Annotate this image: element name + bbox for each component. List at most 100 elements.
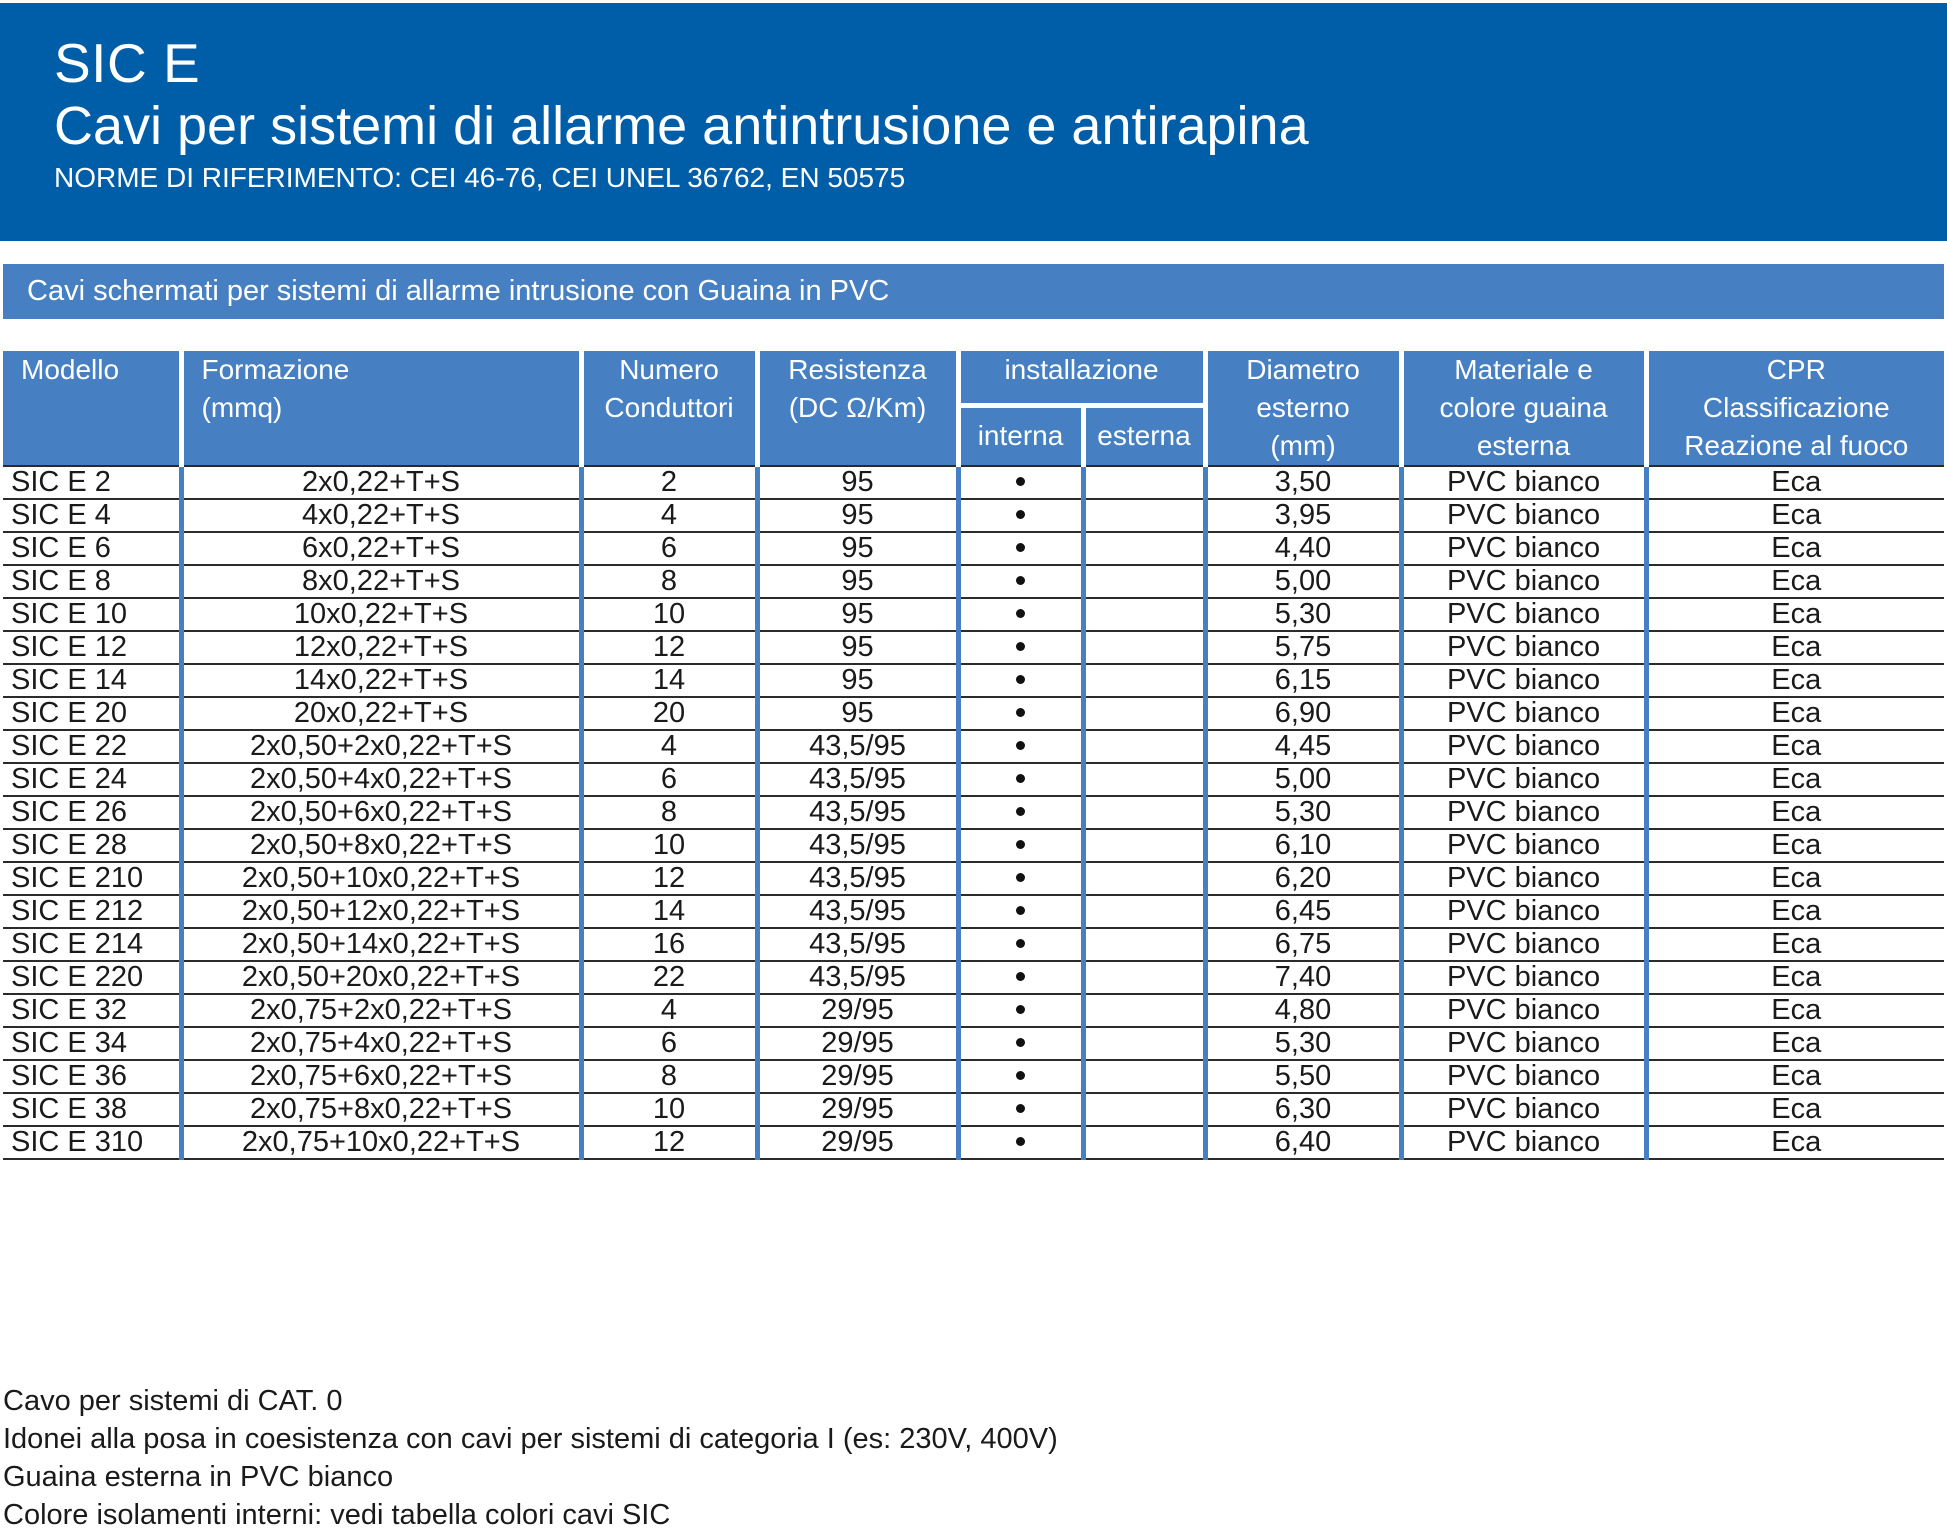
bullet-icon (1016, 872, 1025, 882)
cell-materiale-guaina: PVC bianco (1398, 1027, 1649, 1061)
header-row-main: Modello Formazione (mmq) Numero Condutto… (3, 351, 1945, 466)
cell-installazione-esterna (1080, 499, 1208, 533)
cell-cpr: Eca (1643, 465, 1945, 500)
col-header-cpr-line1: CPR (1766, 354, 1826, 385)
bullet-icon (1016, 1103, 1025, 1113)
bullet-icon (1016, 938, 1025, 948)
bullet-icon (1016, 674, 1025, 684)
cell-resistenza: 29/95 (754, 1027, 961, 1061)
col-header-installazione-esterna: esterna (1080, 403, 1208, 466)
product-title: SIC E (54, 32, 201, 94)
bullet-icon (1016, 740, 1025, 750)
cell-formazione: 2x0,50+8x0,22+T+S (181, 829, 584, 863)
bullet-icon (1016, 542, 1025, 552)
cell-installazione-interna (955, 763, 1086, 797)
cell-modello: SIC E 212 (3, 895, 184, 929)
cell-numero-conduttori: 22 (578, 961, 760, 995)
cell-materiale-guaina: PVC bianco (1398, 631, 1649, 665)
cell-installazione-esterna (1080, 796, 1208, 830)
col-header-diametro-line1: Diametro (1246, 354, 1360, 385)
cell-materiale-guaina: PVC bianco (1398, 928, 1649, 962)
cell-cpr: Eca (1643, 664, 1945, 698)
cell-installazione-interna (955, 1093, 1086, 1127)
cell-installazione-interna (955, 499, 1086, 533)
cell-formazione: 2x0,75+6x0,22+T+S (181, 1060, 584, 1094)
cell-resistenza: 95 (754, 664, 961, 698)
table-row: SIC E 28 2x0,50+8x0,22+T+S 10 43,5/95 6,10 PV… (3, 829, 1945, 863)
reference-norms: NORME DI RIFERIMENTO: CEI 46-76, CEI UNE… (54, 162, 906, 193)
cell-installazione-interna (955, 796, 1086, 830)
cell-formazione: 4x0,22+T+S (181, 499, 584, 533)
footnote-line: Guaina esterna in PVC bianco (3, 1461, 394, 1493)
cell-installazione-interna (955, 862, 1086, 896)
cell-installazione-interna (955, 928, 1086, 962)
cell-numero-conduttori: 10 (578, 829, 760, 863)
cell-materiale-guaina: PVC bianco (1398, 598, 1649, 632)
cell-numero-conduttori: 6 (578, 763, 760, 797)
col-header-diametro-line3: (mm) (1270, 430, 1336, 461)
spec-table-body: SIC E 2 2x0,22+T+S 2 95 3,50 PVC bianco Eca SIC… (3, 465, 1945, 1160)
cell-resistenza: 95 (754, 697, 961, 731)
cell-resistenza: 43,5/95 (754, 961, 961, 995)
cell-diametro-esterno: 5,00 (1202, 763, 1404, 797)
cell-numero-conduttori: 14 (578, 895, 760, 929)
cell-diametro-esterno: 6,40 (1202, 1126, 1404, 1160)
cell-resistenza: 43,5/95 (754, 895, 961, 929)
cell-installazione-esterna (1080, 730, 1208, 764)
cell-numero-conduttori: 8 (578, 565, 760, 599)
cell-modello: SIC E 10 (3, 598, 184, 632)
bullet-icon (1016, 971, 1025, 981)
table-row: SIC E 12 12x0,22+T+S 12 95 5,75 PVC bianco Eca (3, 631, 1945, 665)
cell-diametro-esterno: 5,30 (1202, 1027, 1404, 1061)
table-row: SIC E 24 2x0,50+4x0,22+T+S 6 43,5/95 5,00 PVC… (3, 763, 1945, 797)
table-row: SIC E 22 2x0,50+2x0,22+T+S 4 43,5/95 4,45 PVC… (3, 730, 1945, 764)
bullet-icon (1016, 476, 1025, 486)
col-header-interna-label: interna (977, 419, 1064, 451)
cell-diametro-esterno: 6,20 (1202, 862, 1404, 896)
cell-numero-conduttori: 2 (578, 465, 760, 500)
cell-diametro-esterno: 6,10 (1202, 829, 1404, 863)
cell-numero-conduttori: 12 (578, 862, 760, 896)
cell-formazione: 2x0,50+4x0,22+T+S (181, 763, 584, 797)
cell-diametro-esterno: 4,80 (1202, 994, 1404, 1028)
cell-modello: SIC E 8 (3, 565, 184, 599)
cell-formazione: 2x0,50+20x0,22+T+S (181, 961, 584, 995)
cell-installazione-interna (955, 631, 1086, 665)
cell-resistenza: 95 (754, 631, 961, 665)
cell-resistenza: 95 (754, 598, 961, 632)
cell-modello: SIC E 28 (3, 829, 184, 863)
cell-formazione: 2x0,75+2x0,22+T+S (181, 994, 584, 1028)
col-header-numero-conduttori: Numero Conduttori (578, 351, 760, 466)
cell-formazione: 2x0,50+6x0,22+T+S (181, 796, 584, 830)
col-header-resistenza-line2: (DC Ω/Km) (788, 392, 927, 423)
cell-resistenza: 43,5/95 (754, 796, 961, 830)
cell-resistenza: 95 (754, 565, 961, 599)
cell-diametro-esterno: 5,75 (1202, 631, 1404, 665)
cell-diametro-esterno: 6,45 (1202, 895, 1404, 929)
cell-installazione-esterna (1080, 1093, 1208, 1127)
cell-installazione-esterna (1080, 763, 1208, 797)
cell-formazione: 2x0,50+14x0,22+T+S (181, 928, 584, 962)
col-header-cpr-line2: Classificazione (1702, 392, 1890, 423)
cell-modello: SIC E 310 (3, 1126, 184, 1160)
bullet-icon (1016, 905, 1025, 915)
cell-resistenza: 43,5/95 (754, 763, 961, 797)
cell-modello: SIC E 4 (3, 499, 184, 533)
cell-numero-conduttori: 12 (578, 631, 760, 665)
cell-numero-conduttori: 12 (578, 1126, 760, 1160)
cell-diametro-esterno: 6,30 (1202, 1093, 1404, 1127)
cell-cpr: Eca (1643, 532, 1945, 566)
cell-installazione-interna (955, 465, 1086, 500)
cell-formazione: 20x0,22+T+S (181, 697, 584, 731)
cell-modello: SIC E 2 (3, 465, 184, 500)
cell-materiale-guaina: PVC bianco (1398, 532, 1649, 566)
col-header-modello-label: Modello (21, 354, 120, 385)
cell-cpr: Eca (1643, 697, 1945, 731)
cell-diametro-esterno: 4,45 (1202, 730, 1404, 764)
col-header-numero-line2: Conduttori (604, 392, 734, 423)
cell-formazione: 2x0,75+8x0,22+T+S (181, 1093, 584, 1127)
cell-materiale-guaina: PVC bianco (1398, 796, 1649, 830)
cell-installazione-esterna (1080, 961, 1208, 995)
cell-cpr: Eca (1643, 763, 1945, 797)
cell-installazione-esterna (1080, 598, 1208, 632)
